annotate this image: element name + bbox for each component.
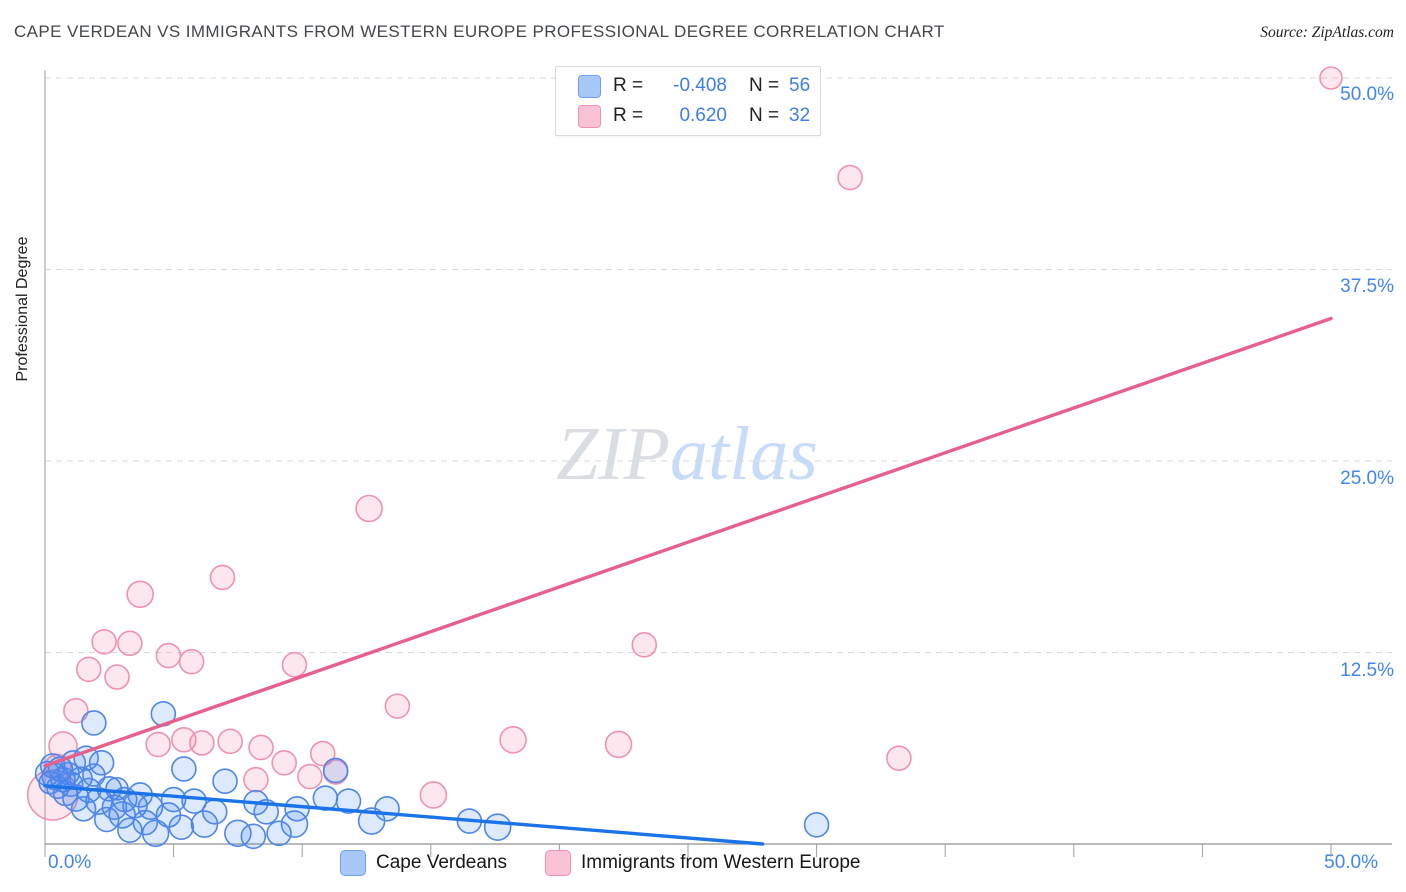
r-label: R = [613, 75, 644, 96]
scatter-point[interactable] [240, 823, 267, 850]
n-label: N = [749, 75, 780, 96]
scatter-point[interactable] [419, 781, 448, 809]
watermark-atlas: atlas [670, 412, 818, 496]
y-tick-label-12-5: 12.5% [1340, 660, 1394, 681]
scatter-point[interactable] [209, 564, 236, 591]
scatter-point[interactable] [93, 806, 120, 833]
scatter-point[interactable] [126, 580, 154, 609]
scatter-point[interactable] [171, 756, 197, 782]
scatter-point[interactable] [886, 745, 912, 772]
pink-series-swatch-icon [578, 104, 601, 128]
page-title: CAPE VERDEAN VS IMMIGRANTS FROM WESTERN … [14, 22, 945, 41]
scatter-point[interactable] [297, 763, 323, 790]
scatter-point[interactable] [248, 734, 274, 761]
scatter-point[interactable] [168, 814, 195, 840]
correlation-stats-box: R = -0.408 N = 56 R = 0.620 N = 32 [555, 66, 821, 136]
source-attribution: Source: ZipAtlas.com [1260, 24, 1394, 41]
legend-swatch-cape-verdeans-icon [340, 850, 366, 876]
y-tick-label-25: 25.0% [1340, 468, 1394, 489]
scatter-point[interactable] [384, 693, 411, 719]
legend-swatch-western-europe-icon [545, 850, 571, 876]
r-label: R = [613, 105, 644, 126]
scatter-point[interactable] [217, 728, 243, 755]
n-value: 32 [789, 105, 811, 126]
scatter-point[interactable] [281, 651, 308, 678]
scatter-point[interactable] [88, 750, 115, 776]
y-tick-label-37-5: 37.5% [1340, 276, 1394, 297]
r-value: -0.408 [673, 75, 727, 96]
scatter-point[interactable] [224, 819, 252, 848]
scatter-point[interactable] [141, 819, 170, 848]
scatter-point[interactable] [335, 788, 362, 814]
zipatlas-watermark: ZIPatlas [556, 416, 818, 492]
scatter-point[interactable] [271, 750, 297, 776]
n-value: 56 [789, 75, 811, 96]
n-label: N = [749, 105, 780, 126]
scatter-point[interactable] [604, 730, 633, 759]
scatter-point[interactable] [499, 726, 527, 754]
scatter-point[interactable] [178, 648, 205, 675]
scatter-point[interactable] [91, 628, 117, 655]
stats-row-cape-verdeans: R = -0.408 N = 56 [556, 73, 820, 99]
scatter-point[interactable] [105, 777, 129, 801]
scatter-point[interactable] [160, 786, 187, 813]
scatter-point[interactable] [243, 766, 269, 793]
x-tick-label-max: 50.0% [1324, 852, 1378, 873]
scatter-point[interactable] [63, 697, 89, 724]
stats-row-western-europe: R = 0.620 N = 32 [556, 103, 820, 129]
trend-line [43, 784, 765, 846]
blue-series-swatch-icon [578, 74, 601, 98]
scatter-point[interactable] [322, 757, 349, 784]
scatter-point[interactable] [145, 731, 171, 758]
scatter-point[interactable] [837, 164, 863, 191]
scatter-point[interactable] [81, 710, 107, 736]
scatter-point[interactable] [309, 740, 336, 767]
scatter-point[interactable] [631, 632, 658, 658]
chart-legend: Cape Verdeans Immigrants from Western Eu… [340, 850, 860, 876]
scatter-point[interactable] [189, 730, 215, 756]
scatter-point[interactable] [201, 799, 228, 825]
scatter-point[interactable] [284, 795, 310, 822]
scatter-point[interactable] [212, 768, 238, 794]
scatter-point[interactable] [266, 820, 292, 847]
scatter-point[interactable] [155, 642, 182, 669]
x-tick-label-min: 0.0% [48, 852, 92, 873]
y-tick-label-50: 50.0% [1340, 84, 1394, 105]
scatter-point[interactable] [117, 630, 143, 657]
scatter-point[interactable] [355, 494, 383, 523]
legend-label-western-europe: Immigrants from Western Europe [581, 852, 861, 873]
scatter-point[interactable] [132, 809, 159, 836]
scatter-point[interactable] [1319, 66, 1343, 90]
trend-line [43, 316, 1333, 768]
scatter-point[interactable] [181, 788, 207, 814]
scatter-point[interactable] [117, 817, 143, 844]
watermark-zip: ZIP [556, 412, 670, 496]
scatter-point[interactable] [75, 656, 102, 683]
scatter-point[interactable] [374, 795, 400, 822]
r-value: 0.620 [679, 105, 727, 126]
legend-label-cape-verdeans: Cape Verdeans [376, 852, 507, 873]
scatter-point[interactable] [104, 664, 130, 690]
scatter-point[interactable] [803, 812, 830, 838]
scatter-point[interactable] [483, 813, 512, 841]
